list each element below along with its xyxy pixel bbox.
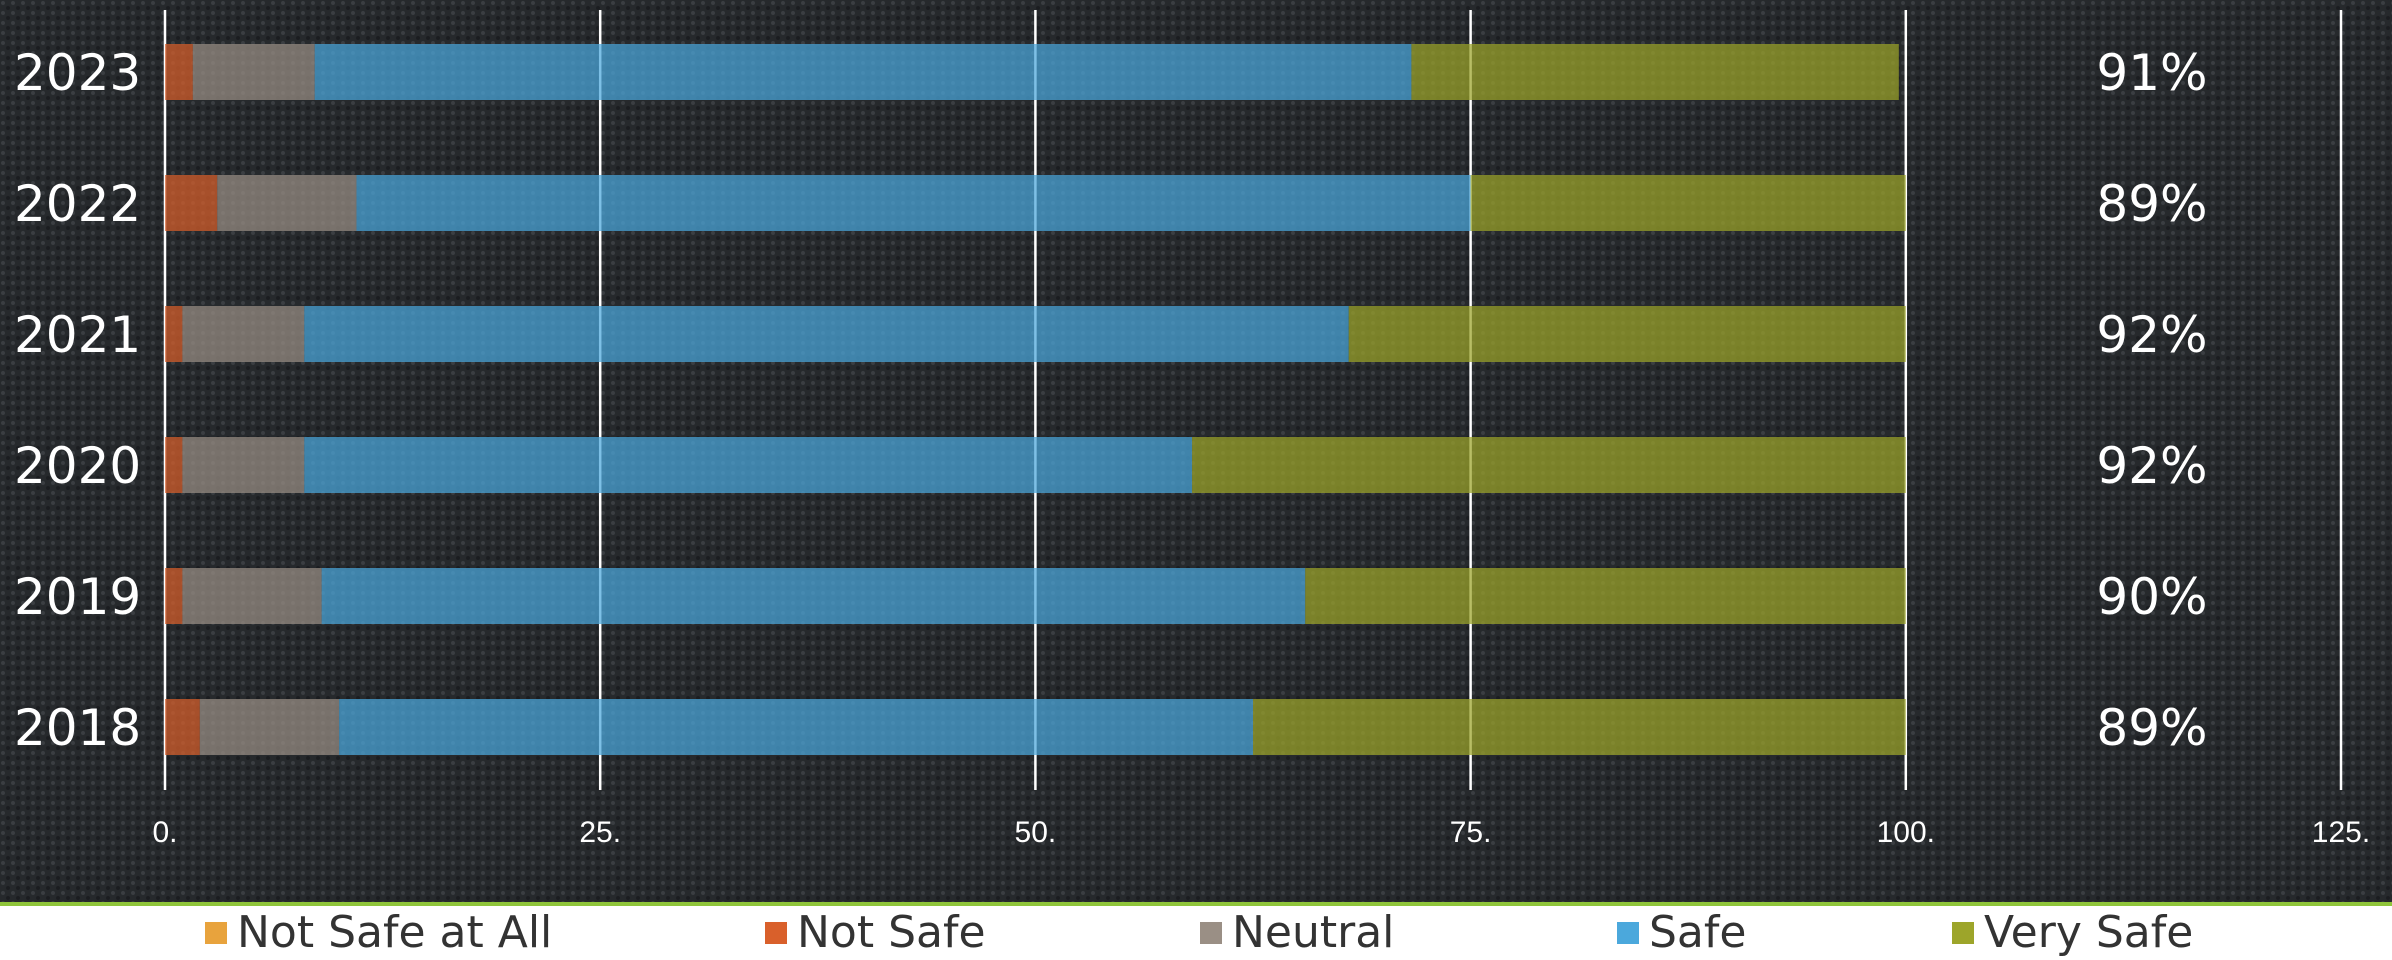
chart: 2023 2022 2021 2020 2019 2018 91% 89% 92% 92% 90%… — [14, 10, 2370, 849]
bar-safe — [321, 568, 1306, 624]
y-tick-label: 2020 — [14, 437, 141, 495]
x-tick-label: 0. — [152, 816, 177, 849]
legend-label: Very Safe — [1984, 907, 2194, 958]
bar-very-safe — [1348, 306, 1906, 362]
x-tick-label: 125. — [2312, 816, 2370, 849]
bar-neutral — [182, 568, 322, 624]
legend-item: Neutral — [1200, 906, 1394, 960]
bar-safe — [304, 306, 1349, 362]
x-tick-label: 100. — [1877, 816, 1935, 849]
bar-not-safe — [165, 44, 193, 100]
legend-swatch — [1617, 922, 1639, 944]
bar-very-safe — [1253, 699, 1906, 755]
bar-not-safe — [165, 437, 183, 493]
legend-label: Not Safe — [797, 907, 986, 958]
bar-neutral — [182, 306, 305, 362]
bar-very-safe — [1192, 437, 1906, 493]
bar-safe — [356, 175, 1471, 231]
legend-swatch — [1200, 922, 1222, 944]
legend-label: Not Safe at All — [237, 907, 553, 958]
bar-not-safe — [165, 306, 183, 362]
percent-label: 92% — [2096, 306, 2207, 364]
y-tick-label: 2022 — [14, 175, 141, 233]
percent-labels: 91% 89% 92% 92% 90% 89% — [2096, 44, 2207, 757]
bar-not-safe — [165, 175, 218, 231]
x-tick-label: 75. — [1450, 816, 1492, 849]
bar-very-safe — [1470, 175, 1906, 231]
x-axis-labels: 0. 25. 50. 75. 100. 125. — [152, 816, 2370, 849]
percent-label: 89% — [2096, 699, 2207, 757]
gridlines — [163, 10, 2343, 790]
percent-label: 90% — [2096, 568, 2207, 626]
bar-neutral — [192, 44, 315, 100]
legend-swatch — [1952, 922, 1974, 944]
bar-very-safe — [1411, 44, 1899, 100]
y-tick-label: 2019 — [14, 568, 141, 626]
percent-label: 91% — [2096, 44, 2207, 102]
x-tick-label: 25. — [579, 816, 621, 849]
x-tick-label: 50. — [1015, 816, 1057, 849]
y-axis-labels: 2023 2022 2021 2020 2019 2018 — [14, 44, 141, 757]
legend-label: Neutral — [1232, 907, 1395, 958]
y-tick-label: 2018 — [14, 699, 141, 757]
legend-swatch — [765, 922, 787, 944]
legend-item: Very Safe — [1952, 906, 2193, 960]
bar-safe — [339, 699, 1254, 755]
y-tick-label: 2023 — [14, 44, 141, 102]
bar-neutral — [199, 699, 340, 755]
percent-label: 89% — [2096, 175, 2207, 233]
legend-item: Not Safe — [765, 906, 986, 960]
bar-neutral — [217, 175, 357, 231]
bars — [165, 44, 1906, 755]
legend-swatch — [205, 922, 227, 944]
legend-item: Not Safe at All — [205, 906, 552, 960]
bar-not-safe — [165, 699, 200, 755]
bar-very-safe — [1305, 568, 1906, 624]
bar-safe — [314, 44, 1412, 100]
legend: Not Safe at All Not Safe Neutral Safe Very S… — [0, 902, 2392, 960]
legend-label: Safe — [1649, 907, 1747, 958]
bar-safe — [304, 437, 1193, 493]
y-tick-label: 2021 — [14, 306, 141, 364]
legend-item: Safe — [1617, 906, 1746, 960]
bar-neutral — [182, 437, 305, 493]
percent-label: 92% — [2096, 437, 2207, 495]
bar-not-safe — [165, 568, 183, 624]
